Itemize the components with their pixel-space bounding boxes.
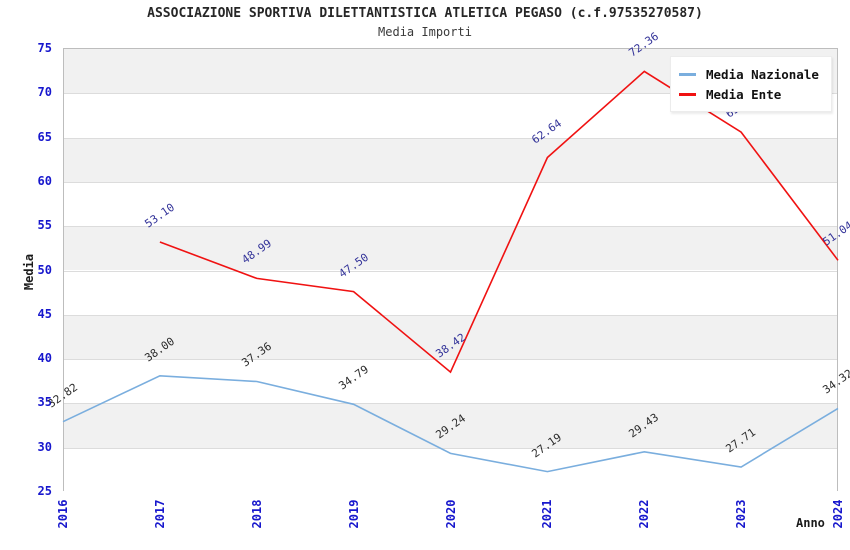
gridline [64,226,837,228]
x-tick-label: 2023 [734,499,749,529]
media-ente-swatch-icon [679,92,696,96]
legend-label: Media Ente [706,86,782,102]
plot-band [64,137,837,182]
x-axis-title: Anno [796,516,825,530]
y-tick-label: 60 [37,173,52,188]
y-tick-label: 70 [37,85,52,100]
y-tick-label: 30 [37,439,52,454]
gridline [64,403,837,405]
plot-band [64,359,837,404]
legend-label: Media Nazionale [706,66,819,82]
y-tick-label: 45 [37,306,52,321]
x-tick-label: 2017 [152,499,167,529]
y-tick-label: 35 [37,395,52,410]
gridline [64,181,837,183]
y-tick-label: 25 [37,484,52,498]
x-tick-label: 2016 [56,499,70,529]
legend-item-media-nazionale: Media Nazionale [679,64,819,84]
gridline [64,314,837,316]
y-tick-label: 50 [37,262,52,277]
gridline [64,270,837,272]
y-tick-label: 75 [37,41,52,55]
x-tick-label: 2024 [831,499,845,529]
y-tick-label: 65 [37,129,52,144]
x-tick-label: 2020 [443,499,458,529]
x-tick-label: 2019 [346,499,361,529]
y-tick-label: 40 [37,351,52,366]
legend-item-media-ente: Media Ente [679,84,819,104]
x-tick-label: 2018 [249,499,264,529]
media-nazionale-swatch-icon [679,72,696,76]
plot-band [64,270,837,315]
gridline [64,137,837,139]
x-tick-label: 2021 [540,499,555,529]
legend: Media Nazionale Media Ente [670,56,832,112]
y-tick-label: 55 [37,218,52,233]
chart-subtitle: Media Importi [378,25,472,39]
x-tick-label: 2022 [637,499,652,529]
gridline [64,359,837,361]
plot-band [64,226,837,271]
y-axis-title: Media [22,253,36,291]
chart-title: ASSOCIAZIONE SPORTIVA DILETTANTISTICA AT… [147,6,703,21]
